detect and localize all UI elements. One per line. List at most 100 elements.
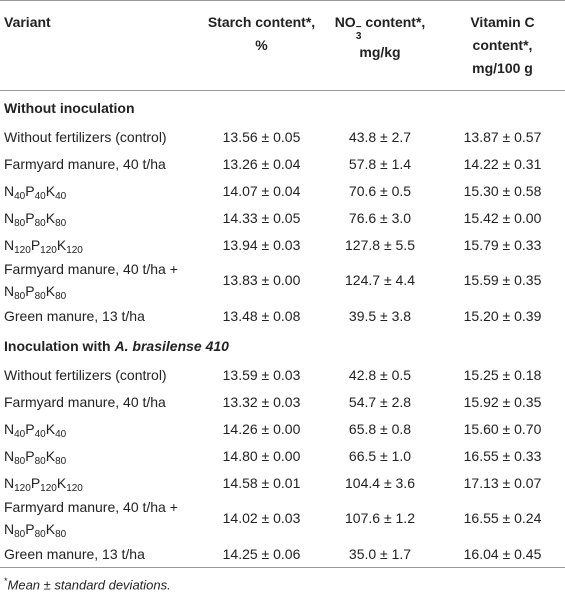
value-cell: 13.32 ± 0.03 [222,393,301,410]
subscript: 80 [14,217,26,229]
header-cell: Vitamin C content*, mg/100 g [440,1,565,91]
value-cell: 16.04 ± 0.45 [463,545,542,562]
subscript: 80 [55,217,67,229]
header-row: Variant Starch content*, % NO −3 content*… [0,0,565,91]
value-cell: 13.87 ± 0.57 [463,128,542,145]
value-cell: 15.20 ± 0.39 [463,307,542,324]
subscript: 80 [55,529,67,540]
value-cell: 66.5 ± 1.0 [348,447,412,464]
variant-cell: Green manure, 13 t/ha [0,302,203,329]
variant-cell: N40P40K40 [0,177,203,204]
variant-text: N [4,209,15,226]
variant-text: P [25,209,35,226]
variant-text: Without fertilizers (control) [4,366,167,383]
variant-text: K [45,209,56,226]
variant-text: P [30,474,41,491]
value-cell: 14.25 ± 0.06 [222,545,301,562]
subscript: 80 [14,455,26,467]
variant-cell: Farmyard manure, 40 t/ha + N80P80K80 [0,258,203,302]
table-row: Farmyard manure, 40 t/ha 13.32 ± 0.03 54.7… [0,388,565,415]
variant-cell: N80P80K80 [0,442,203,469]
subscript: 40 [14,190,26,202]
header-text: % [255,37,268,53]
value-cell: 15.25 ± 0.18 [463,366,542,383]
subscript: 40 [34,190,46,202]
value-cell: 14.26 ± 0.00 [222,420,301,437]
value-cell: 39.5 ± 3.8 [348,307,412,324]
subscript: 120 [14,482,31,494]
subscript: 80 [14,291,26,302]
variant-text: Without fertilizers (control) [4,128,167,145]
value-cell: 17.13 ± 0.07 [463,474,542,491]
table-header: Variant Starch content*, % NO −3 content*… [0,0,565,91]
value-cell: 65.8 ± 0.8 [348,420,412,437]
header-line: NO −3 content*, [324,11,436,42]
table-body: Without inoculation Without fertilizers (… [0,91,565,568]
header-text: Variant [4,14,51,30]
variant-text: N [4,474,15,491]
footnote-mark: * [4,576,8,586]
value-cell: 14.58 ± 0.01 [222,474,301,491]
value-cell: 15.60 ± 0.70 [463,420,542,437]
variant-text: N [4,236,15,253]
value-cell: 16.55 ± 0.33 [463,447,542,464]
value-cell: 70.6 ± 0.5 [348,182,412,199]
value-cell: 104.4 ± 3.6 [345,474,415,491]
variant-text: Green manure, 13 t/ha [4,307,145,324]
section-cell: Without inoculation [0,91,565,124]
value-cell: 76.6 ± 3.0 [348,209,412,226]
value-cell: 13.48 ± 0.08 [222,307,301,324]
variant-text: P [25,420,35,437]
section-title-italic: A. brasilense 410 [114,338,229,354]
subscript: 120 [14,244,31,256]
value-cell: 13.26 ± 0.04 [222,155,301,172]
variant-text: K [45,420,56,437]
variant-text: P [25,521,35,537]
variant-cell: Farmyard manure, 40 t/ha [0,388,203,415]
variant-text: N [4,447,15,464]
value-cell: 14.80 ± 0.00 [222,447,301,464]
value-cell: 13.56 ± 0.05 [222,128,301,145]
variant-text: K [56,474,67,491]
variant-text: P [25,182,35,199]
subscript: 120 [66,244,83,256]
header-text: NO [334,14,356,30]
value-cell: 43.8 ± 2.7 [348,128,412,145]
subscript: 80 [34,217,46,229]
section-row: Without inoculation [0,91,565,124]
value-cell: 127.8 ± 5.5 [345,236,415,253]
table-row: Without fertilizers (control) 13.56 ± 0.0… [0,123,565,150]
variant-text: Farmyard manure, 40 t/ha [4,393,166,410]
value-cell: 35.0 ± 1.7 [348,545,412,562]
variant-cell: Farmyard manure, 40 t/ha [0,150,203,177]
variant-text: Green manure, 13 t/ha [4,545,145,562]
header-text: mg/kg [359,44,401,60]
data-table: Variant Starch content*, % NO −3 content*… [0,0,565,568]
header-text: Starch content*, [207,14,316,30]
variant-cell: Farmyard manure, 40 t/ha + N80P80K80 [0,496,203,540]
value-cell: 16.55 ± 0.24 [463,510,542,526]
table-row: N80P80K80 14.80 ± 0.00 66.5 ± 1.0 16.55 ± 0… [0,442,565,469]
section-row: Inoculation with A. brasilense 410 [0,329,565,361]
value-cell: 15.42 ± 0.00 [463,209,542,226]
value-cell: 14.07 ± 0.04 [222,182,301,199]
variant-text: Farmyard manure, 40 t/ha + N [4,261,178,299]
value-cell: 124.7 ± 4.4 [345,272,415,288]
subscript: 40 [55,428,67,440]
table-row: N120P120K120 13.94 ± 0.03 127.8 ± 5.5 15.79… [0,231,565,258]
value-cell: 15.92 ± 0.35 [463,393,542,410]
header-cell: NO −3 content*, mg/kg [320,1,440,91]
header-text: mg/100 g [472,60,533,76]
value-cell: 13.59 ± 0.03 [222,366,301,383]
variant-cell: N120P120K120 [0,469,203,496]
variant-text: Farmyard manure, 40 t/ha + N [4,499,178,537]
table-row: Farmyard manure, 40 t/ha 13.26 ± 0.04 57.8… [0,150,565,177]
variant-cell: Without fertilizers (control) [0,123,203,150]
variant-cell: N80P80K80 [0,204,203,231]
table-row: N40P40K40 14.26 ± 0.00 65.8 ± 0.8 15.60 ± 0… [0,415,565,442]
subscript: 40 [34,428,46,440]
value-cell: 15.79 ± 0.33 [463,236,542,253]
variant-text: K [45,182,56,199]
table-row: N80P80K80 14.33 ± 0.05 76.6 ± 3.0 15.42 ± 0… [0,204,565,231]
